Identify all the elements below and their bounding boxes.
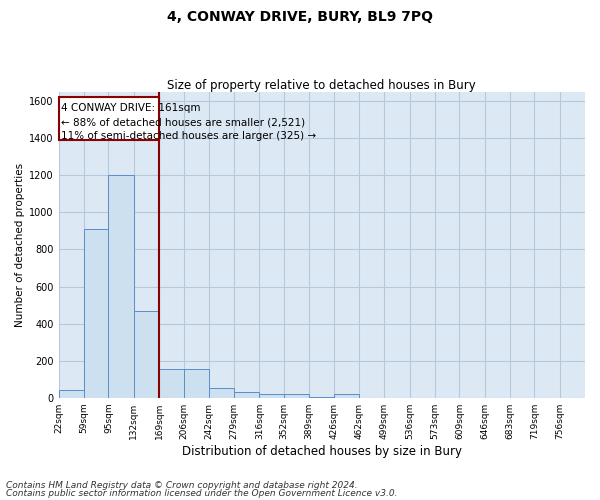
- Bar: [234, 392, 259, 398]
- Text: 11% of semi-detached houses are larger (325) →: 11% of semi-detached houses are larger (…: [61, 131, 316, 141]
- Bar: [309, 397, 334, 398]
- Bar: [159, 369, 184, 398]
- Text: ← 88% of detached houses are smaller (2,521): ← 88% of detached houses are smaller (2,…: [61, 117, 305, 127]
- Text: 4 CONWAY DRIVE: 161sqm: 4 CONWAY DRIVE: 161sqm: [61, 103, 200, 113]
- FancyBboxPatch shape: [59, 96, 159, 140]
- Bar: [109, 176, 134, 398]
- Bar: [259, 394, 284, 398]
- Text: Contains HM Land Registry data © Crown copyright and database right 2024.: Contains HM Land Registry data © Crown c…: [6, 480, 358, 490]
- Bar: [84, 229, 109, 398]
- Title: Size of property relative to detached houses in Bury: Size of property relative to detached ho…: [167, 79, 476, 92]
- Bar: [134, 310, 159, 398]
- Text: Contains public sector information licensed under the Open Government Licence v3: Contains public sector information licen…: [6, 489, 398, 498]
- X-axis label: Distribution of detached houses by size in Bury: Distribution of detached houses by size …: [182, 444, 462, 458]
- Bar: [184, 369, 209, 398]
- Bar: [284, 394, 309, 398]
- Y-axis label: Number of detached properties: Number of detached properties: [15, 163, 25, 327]
- Text: 4, CONWAY DRIVE, BURY, BL9 7PQ: 4, CONWAY DRIVE, BURY, BL9 7PQ: [167, 10, 433, 24]
- Bar: [209, 388, 234, 398]
- Bar: [59, 390, 84, 398]
- Bar: [334, 394, 359, 398]
